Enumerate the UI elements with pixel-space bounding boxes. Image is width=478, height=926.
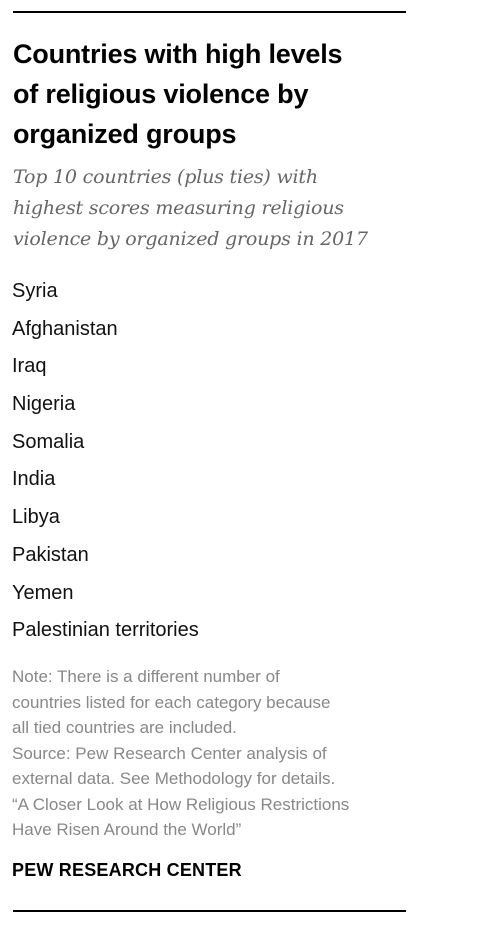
- list-item: India: [12, 468, 56, 491]
- list-item: Afghanistan: [12, 317, 118, 340]
- list-item: Palestinian territories: [12, 619, 199, 642]
- subtitle-line: violence by organized groups in 2017: [13, 228, 368, 250]
- country-list: Syria Afghanistan Iraq Nigeria Somalia I…: [12, 273, 199, 650]
- note-line: “A Closer Look at How Religious Restrict…: [12, 794, 350, 814]
- title-line: Countries with high levels: [13, 39, 343, 69]
- note-line: Source: Pew Research Center analysis of: [12, 743, 327, 763]
- note-line: Have Risen Around the World”: [12, 820, 242, 839]
- note-line: Note: There is a different number of: [12, 667, 280, 686]
- subtitle: Top 10 countries (plus ties) with highes…: [13, 162, 433, 255]
- brand-label: PEW RESEARCH CENTER: [12, 860, 242, 880]
- subtitle-line: highest scores measuring religious: [13, 197, 344, 219]
- page-title: Countries with high levels of religious …: [13, 34, 413, 154]
- title-line: of religious violence by: [13, 79, 309, 109]
- subtitle-line: Top 10 countries (plus ties) with: [13, 166, 318, 188]
- title-line: organized groups: [13, 119, 237, 149]
- list-item: Syria: [12, 280, 58, 302]
- list-item: Libya: [12, 506, 60, 529]
- list-item: Yemen: [12, 581, 74, 604]
- top-rule: [13, 11, 406, 13]
- list-item: Nigeria: [12, 393, 76, 416]
- source-note: Note: There is a different number of cou…: [12, 664, 412, 843]
- list-item: Pakistan: [12, 543, 89, 566]
- list-item: Somalia: [12, 430, 85, 453]
- note-line: countries listed for each category becau…: [12, 692, 331, 712]
- list-item: Iraq: [12, 355, 47, 378]
- bottom-rule: [13, 910, 406, 912]
- note-line: external data. See Methodology for detai…: [12, 769, 336, 788]
- note-line: all tied countries are included.: [12, 718, 237, 737]
